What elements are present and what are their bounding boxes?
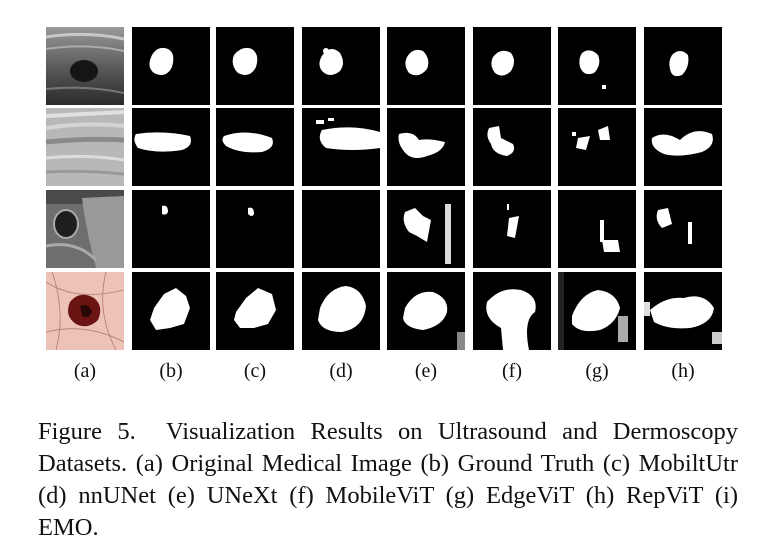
mask-repvit-row-1	[644, 27, 722, 105]
mask-mobiltutr-row-1	[216, 27, 294, 105]
mask-edgevit-row-3	[558, 190, 636, 268]
mask-nnunet-row-1	[302, 27, 380, 105]
mask-mobiltutr-row-2	[216, 108, 294, 186]
mask-mobiltutr-row-3	[216, 190, 294, 268]
column-label-a: (a)	[73, 360, 97, 382]
caption-text: Visualization Results on Ultrasound and …	[38, 418, 738, 541]
column-label-f: (f)	[502, 360, 522, 382]
ultrasound-image-row-3	[46, 190, 124, 268]
mask-mobilevit-row-3	[473, 190, 551, 268]
caption-label: Figure 5.	[38, 418, 136, 445]
dermoscopy-image-row-4	[46, 272, 124, 350]
mask-ground-truth-row-4	[132, 272, 210, 350]
mask-mobilevit-row-1	[473, 27, 551, 105]
column-label-e: (e)	[414, 360, 438, 382]
mask-nnunet-row-2	[302, 108, 380, 186]
mask-edgevit-row-2	[558, 108, 636, 186]
column-label-g: (g)	[585, 360, 609, 382]
mask-edgevit-row-4	[558, 272, 636, 350]
mask-ground-truth-row-1	[132, 27, 210, 105]
mask-nnunet-row-3	[302, 190, 380, 268]
ultrasound-image-row-2	[46, 108, 124, 186]
figure-caption: Figure 5. Visualization Results on Ultra…	[38, 416, 738, 544]
mask-mobilevit-row-2	[473, 108, 551, 186]
mask-mobilevit-row-4	[473, 272, 551, 350]
mask-edgevit-row-1	[558, 27, 636, 105]
mask-repvit-row-3	[644, 190, 722, 268]
mask-unext-row-2	[387, 108, 465, 186]
mask-mobiltutr-row-4	[216, 272, 294, 350]
mask-repvit-row-2	[644, 108, 722, 186]
mask-unext-row-3	[387, 190, 465, 268]
column-label-c: (c)	[243, 360, 267, 382]
column-label-h: (h)	[671, 360, 695, 382]
mask-repvit-row-4	[644, 272, 722, 350]
mask-unext-row-4	[387, 272, 465, 350]
column-label-d: (d)	[329, 360, 353, 382]
mask-nnunet-row-4	[302, 272, 380, 350]
mask-ground-truth-row-3	[132, 190, 210, 268]
figure-grid: (a) (b) (c) (d) (e) (f) (g) (h)	[46, 27, 722, 382]
mask-unext-row-1	[387, 27, 465, 105]
column-label-b: (b)	[159, 360, 183, 382]
mask-ground-truth-row-2	[132, 108, 210, 186]
ultrasound-image-row-1	[46, 27, 124, 105]
